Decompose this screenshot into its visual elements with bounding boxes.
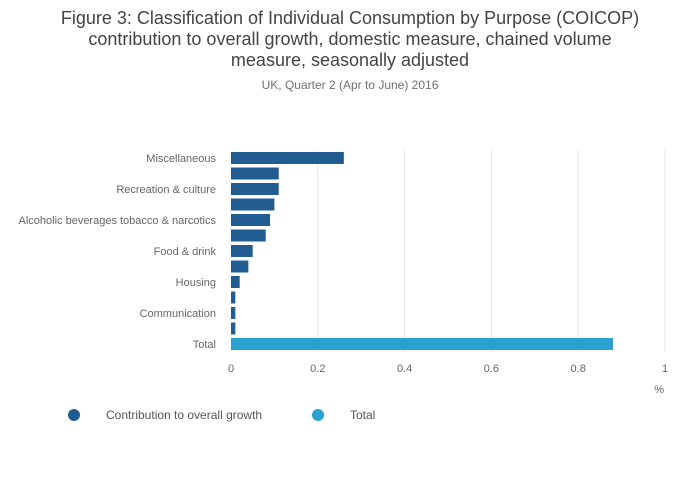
- category-label: Communication: [140, 308, 216, 320]
- x-tick-labels: 0 0.2 0.4 0.6 0.8 1: [228, 363, 668, 375]
- bar-contribution[interactable]: [231, 152, 344, 164]
- chart-subtitle: UK, Quarter 2 (Apr to June) 2016: [261, 78, 439, 92]
- grid-layer: [317, 150, 666, 352]
- x-tick-label: 0.2: [310, 363, 325, 375]
- x-tick-label: 0.8: [571, 363, 586, 375]
- bar-total[interactable]: [231, 338, 613, 350]
- x-tick-label: 1: [662, 363, 668, 375]
- category-label: Miscellaneous: [146, 153, 216, 165]
- bar-contribution[interactable]: [231, 183, 279, 195]
- bar-chart: Miscellaneous Recreation & culture Alcohol…: [19, 150, 668, 396]
- legend-marker-total: [312, 409, 324, 421]
- bar-contribution[interactable]: [231, 322, 236, 335]
- legend-label-total: Total: [350, 408, 376, 422]
- category-label: Alcoholic beverages tobacco & narcotics: [19, 215, 217, 227]
- chart-title-line-3: measure, seasonally adjusted: [230, 50, 470, 70]
- bar-contribution[interactable]: [231, 198, 275, 211]
- bar-contribution[interactable]: [231, 307, 236, 319]
- legend-item-total[interactable]: Total: [312, 408, 375, 422]
- category-label: Housing: [176, 277, 216, 289]
- x-tick-label: 0: [228, 363, 234, 375]
- bar-layer: [231, 152, 613, 350]
- category-label: Food & drink: [154, 246, 217, 258]
- bar-contribution[interactable]: [231, 260, 249, 273]
- category-labels: Miscellaneous Recreation & culture Alcohol…: [19, 153, 217, 351]
- bar-contribution[interactable]: [231, 214, 271, 226]
- bar-contribution[interactable]: [231, 245, 253, 257]
- x-tick-label: 0.4: [397, 363, 412, 375]
- chart-title: Figure 3: Classification of Individual C…: [20, 8, 680, 71]
- chart-legend: Contribution to overall growth Total: [0, 408, 700, 428]
- chart-title-line-2: contribution to overall growth, domestic…: [88, 29, 612, 49]
- bar-contribution[interactable]: [231, 167, 279, 180]
- x-tick-label: 0.6: [484, 363, 499, 375]
- legend-label-contribution: Contribution to overall growth: [106, 408, 263, 422]
- category-label: Recreation & culture: [116, 184, 216, 196]
- bar-contribution[interactable]: [231, 229, 266, 242]
- legend-item-contribution[interactable]: Contribution to overall growth: [68, 408, 262, 422]
- x-axis-unit-label: %: [654, 384, 664, 396]
- legend-marker-contribution: [68, 409, 80, 421]
- bar-contribution[interactable]: [231, 291, 236, 304]
- bar-contribution[interactable]: [231, 276, 240, 288]
- category-label: Total: [193, 339, 216, 351]
- chart-title-line-1: Figure 3: Classification of Individual C…: [60, 8, 640, 28]
